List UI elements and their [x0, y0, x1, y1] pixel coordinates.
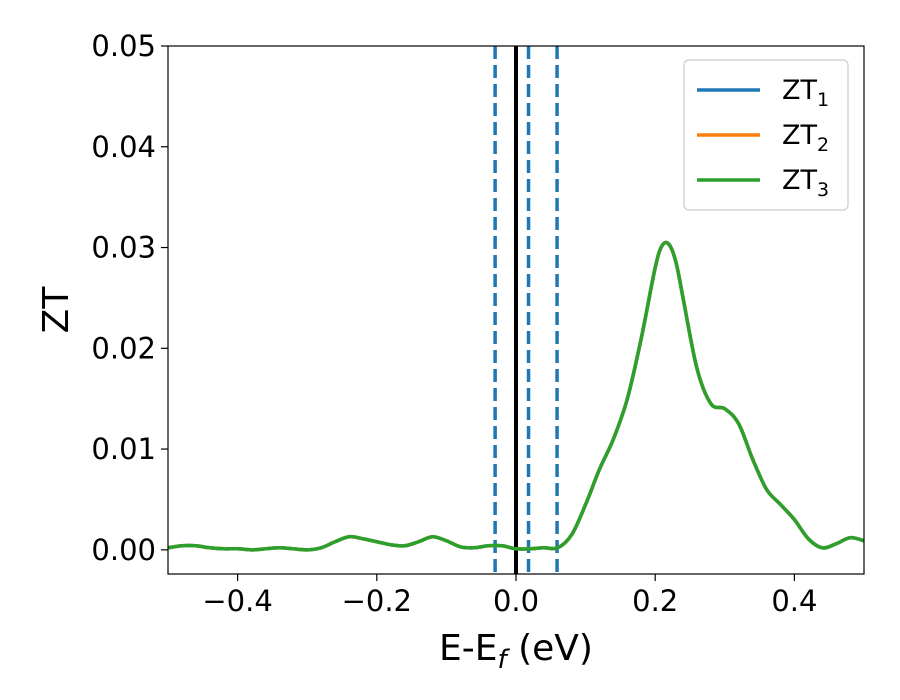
y-tick-label: 0.03: [91, 231, 156, 265]
x-tick-label: 0.0: [493, 584, 539, 618]
legend: ZT1 ZT2 ZT3: [683, 59, 849, 211]
y-tick-label: 0.01: [91, 432, 156, 466]
plot-area: [167, 45, 865, 575]
y-axis: 0.00 0.01 0.02 0.03 0.04 0.05: [91, 29, 168, 567]
y-tick-label: 0.04: [91, 130, 156, 164]
y-tick-label: 0.05: [91, 29, 156, 63]
legend-label: ZT2: [782, 120, 829, 156]
x-axis-label: E-Ef (eV): [439, 628, 593, 675]
y-tick-label: 0.00: [91, 533, 156, 567]
x-tick-label: 0.2: [632, 584, 678, 618]
legend-item-zt3: ZT3: [697, 165, 829, 201]
legend-label: ZT1: [782, 75, 829, 111]
y-tick-label: 0.02: [91, 331, 156, 365]
legend-item-zt2: ZT2: [697, 120, 829, 156]
legend-box: [683, 59, 849, 211]
x-tick-label: 0.4: [771, 584, 817, 618]
legend-item-zt1: ZT1: [697, 75, 829, 111]
series-line-zt3: [168, 240, 864, 552]
x-axis: −0.4 −0.2 0.0 0.2 0.4: [202, 574, 817, 618]
legend-label: ZT3: [782, 165, 829, 201]
x-tick-label: −0.4: [202, 584, 272, 618]
y-axis-label: ZT: [36, 286, 77, 334]
x-tick-label: −0.2: [342, 584, 412, 618]
